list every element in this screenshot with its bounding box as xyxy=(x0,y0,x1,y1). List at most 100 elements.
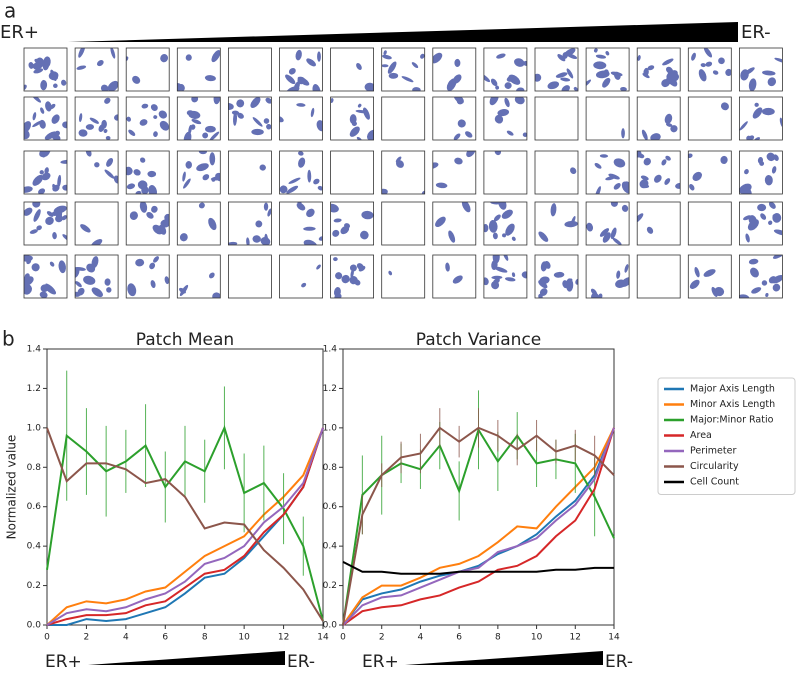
cell-ellipse xyxy=(504,82,512,89)
patch-border xyxy=(585,254,630,299)
cell-ellipse xyxy=(126,116,131,122)
cell-ellipse xyxy=(349,114,357,125)
cell-ellipse xyxy=(613,158,626,168)
cell-ellipse xyxy=(127,283,137,297)
series-line xyxy=(342,427,615,626)
cell-ellipse xyxy=(620,87,627,91)
cell-ellipse xyxy=(637,55,641,61)
patch-border xyxy=(330,201,375,246)
cell-ellipse xyxy=(691,52,696,61)
cell-ellipse xyxy=(113,175,119,184)
patch xyxy=(590,264,630,298)
patch-border xyxy=(687,150,732,195)
cell-ellipse xyxy=(491,275,503,280)
cell-ellipse xyxy=(62,184,67,191)
cell-ellipse xyxy=(594,186,601,194)
gradient-right-label: ER- xyxy=(741,22,771,43)
cell-ellipse xyxy=(148,185,157,194)
patch-border xyxy=(279,96,323,141)
patch-border xyxy=(432,201,477,246)
y-tick-label: 1.4 xyxy=(323,345,338,355)
patch xyxy=(494,151,502,156)
y-tick-label: 0.4 xyxy=(27,542,42,552)
cell-ellipse xyxy=(45,101,52,112)
cell-ellipse xyxy=(494,151,502,156)
x-tick-label: 10 xyxy=(238,633,250,643)
legend-label: Cell Count xyxy=(690,477,739,488)
cell-ellipse xyxy=(58,260,66,274)
cell-ellipse xyxy=(665,155,671,161)
patch xyxy=(24,97,67,140)
cell-ellipse xyxy=(705,61,713,67)
patch xyxy=(743,202,783,243)
patch xyxy=(24,255,66,298)
cell-ellipse xyxy=(504,97,510,108)
cell-ellipse xyxy=(639,179,649,189)
patch xyxy=(85,151,119,184)
cell-ellipse xyxy=(98,124,105,132)
cell-ellipse xyxy=(182,171,186,182)
cell-ellipse xyxy=(107,80,119,91)
series-line xyxy=(342,427,615,626)
patch-border xyxy=(687,96,732,141)
cell-ellipse xyxy=(751,287,762,294)
cell-ellipse xyxy=(366,129,374,140)
cell-ellipse xyxy=(39,119,46,129)
cell-ellipse xyxy=(361,210,374,220)
series-line xyxy=(342,427,615,626)
patch xyxy=(637,151,681,189)
patch-border xyxy=(534,254,579,299)
cell-ellipse xyxy=(267,208,272,217)
cell-ellipse xyxy=(147,170,157,178)
cell-ellipse xyxy=(570,167,577,175)
gradient-right-label: ER- xyxy=(605,652,633,672)
patch-border xyxy=(176,96,221,141)
cell-ellipse xyxy=(624,264,629,273)
cell-ellipse xyxy=(613,183,621,190)
patch-border xyxy=(585,47,630,92)
patch-border xyxy=(483,254,528,299)
cell-ellipse xyxy=(129,211,138,220)
series-line xyxy=(46,427,324,622)
cell-ellipse xyxy=(643,157,651,166)
cell-ellipse xyxy=(140,157,146,163)
patch-border xyxy=(74,96,119,141)
cell-ellipse xyxy=(356,263,364,270)
cell-ellipse xyxy=(773,229,783,236)
patch-border xyxy=(227,201,272,246)
patch xyxy=(24,151,67,194)
series-line xyxy=(342,426,615,626)
cell-ellipse xyxy=(595,70,610,79)
patch xyxy=(285,49,321,91)
patch xyxy=(179,202,217,242)
cell-ellipse xyxy=(381,64,389,68)
cell-ellipse xyxy=(452,74,462,84)
cell-ellipse xyxy=(703,48,713,58)
cell-ellipse xyxy=(765,293,769,298)
patch xyxy=(228,202,272,245)
patch-border xyxy=(23,150,68,195)
series-line xyxy=(46,425,324,622)
cell-ellipse xyxy=(317,185,323,191)
x-tick-label: 6 xyxy=(162,633,168,643)
patch xyxy=(637,213,654,234)
cell-ellipse xyxy=(640,175,649,181)
cell-ellipse xyxy=(550,203,557,217)
cell-ellipse xyxy=(183,178,191,189)
x-tick-label: 6 xyxy=(456,633,462,643)
cell-ellipse xyxy=(647,65,655,71)
cell-ellipse xyxy=(498,202,507,210)
cell-ellipse xyxy=(135,190,142,194)
patch xyxy=(126,157,157,194)
cell-ellipse xyxy=(771,166,777,174)
cell-ellipse xyxy=(689,279,700,290)
cell-ellipse xyxy=(24,276,34,287)
cell-ellipse xyxy=(670,125,678,133)
patch-border xyxy=(330,254,375,299)
cell-ellipse xyxy=(364,82,374,91)
cell-ellipse xyxy=(303,226,316,231)
patch-border xyxy=(23,96,68,141)
cell-ellipse xyxy=(754,137,761,140)
patch xyxy=(689,266,725,297)
cell-ellipse xyxy=(204,125,216,133)
